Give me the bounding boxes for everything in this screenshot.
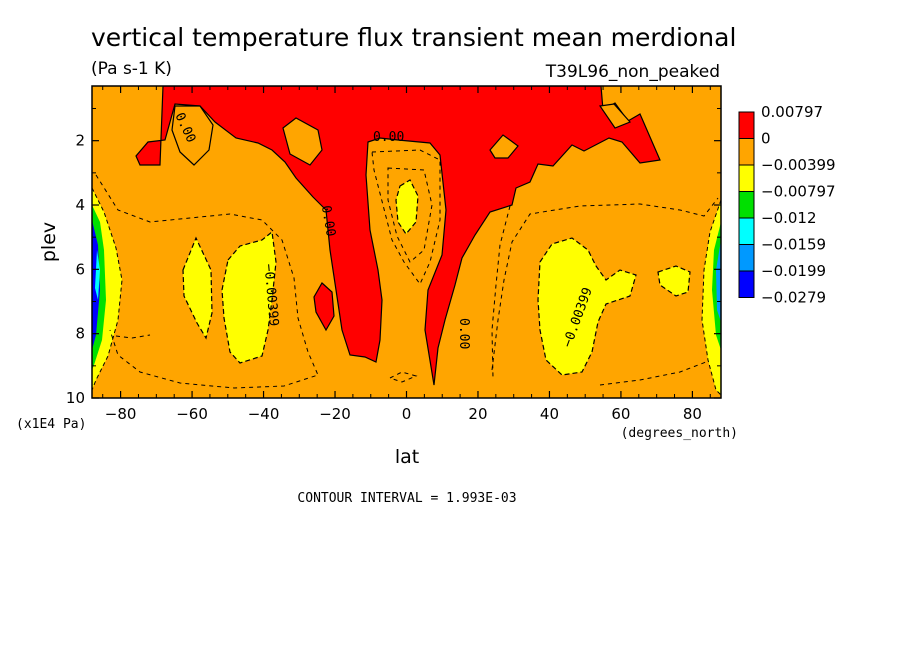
y-tick-label: 2 (75, 132, 85, 150)
x-axis-label: lat (395, 446, 419, 468)
legend-swatch (738, 111, 755, 139)
negative-strip-nh (657, 265, 691, 297)
chart-title: vertical temperature flux transient mean… (91, 23, 736, 52)
dashed-contours (95, 149, 719, 389)
contour-label: 0.00 (456, 318, 471, 349)
x-axis: −80 −60 −40 −20 0 20 40 60 80 (102, 86, 711, 423)
legend-label: 0 (761, 130, 771, 148)
positive-region (135, 86, 661, 386)
x-tick-label: −80 (105, 405, 137, 423)
dataset-label: T39L96_non_peaked (545, 62, 720, 82)
legend-label: −0.0279 (761, 289, 826, 307)
contour-equator-inner (387, 167, 433, 263)
legend-label: −0.00399 (761, 156, 836, 174)
y-units-label: (x1E4 Pa) (16, 417, 86, 432)
legend-label: 0.00797 (761, 103, 823, 121)
contour-nh-tongue (491, 205, 511, 379)
legend-label: −0.0199 (761, 262, 826, 280)
legend: 0.00797 0 −0.00399 −0.00797 −0.012 −0.0159 −0.… (738, 103, 836, 307)
polar-edge-south-cyan (95, 250, 100, 300)
x-tick-label: 80 (683, 405, 702, 423)
orange-pocket-2 (282, 117, 323, 166)
contour-label: 0.00 (318, 204, 338, 237)
x-tick-label: 20 (468, 405, 487, 423)
x-units-label: (degrees_north) (621, 426, 738, 441)
legend-swatch (738, 270, 755, 298)
contour-equator (371, 149, 441, 285)
x-tick-label: −40 (248, 405, 280, 423)
orange-pocket-4 (598, 103, 632, 129)
x-tick-label: 0 (402, 405, 412, 423)
legend-label: −0.00797 (761, 183, 836, 201)
contour-equator-bottom (388, 371, 418, 383)
y-tick-label: 10 (66, 389, 85, 407)
negative-lobe-sh-1 (182, 236, 213, 340)
legend-swatch (738, 191, 755, 219)
x-tick-label: 40 (540, 405, 559, 423)
contour-interval-text: CONTOUR INTERVAL = 1.993E-03 (297, 491, 516, 506)
legend-label: −0.0159 (761, 236, 826, 254)
contour-label: −0.00399 (260, 263, 280, 327)
legend-swatch (738, 138, 755, 166)
positive-blob (313, 282, 335, 332)
negative-lobe-equator (395, 179, 419, 236)
legend-swatch (738, 217, 755, 245)
contour-label: 0.00 (373, 130, 404, 145)
orange-pocket-3 (489, 134, 519, 159)
units-label: (Pa s-1 K) (91, 59, 172, 79)
negative-lobe-nh (537, 237, 637, 376)
contour-polar-sh (115, 334, 151, 339)
x-tick-label: 60 (611, 405, 630, 423)
y-tick-label: 8 (75, 325, 85, 343)
legend-swatch (738, 164, 755, 192)
legend-swatch (738, 244, 755, 272)
legend-label: −0.012 (761, 209, 817, 227)
plot-area (92, 86, 721, 398)
y-tick-label: 4 (75, 196, 85, 214)
orange-pocket (171, 105, 214, 166)
x-tick-label: −20 (319, 405, 351, 423)
negative-lobe-sh-2 (221, 230, 277, 364)
x-tick-label: −60 (176, 405, 208, 423)
y-axis: 2 4 6 8 10 (66, 108, 721, 407)
y-axis-label: plev (38, 222, 60, 262)
y-tick-label: 6 (75, 260, 85, 278)
contour-sh-outer (95, 174, 319, 389)
